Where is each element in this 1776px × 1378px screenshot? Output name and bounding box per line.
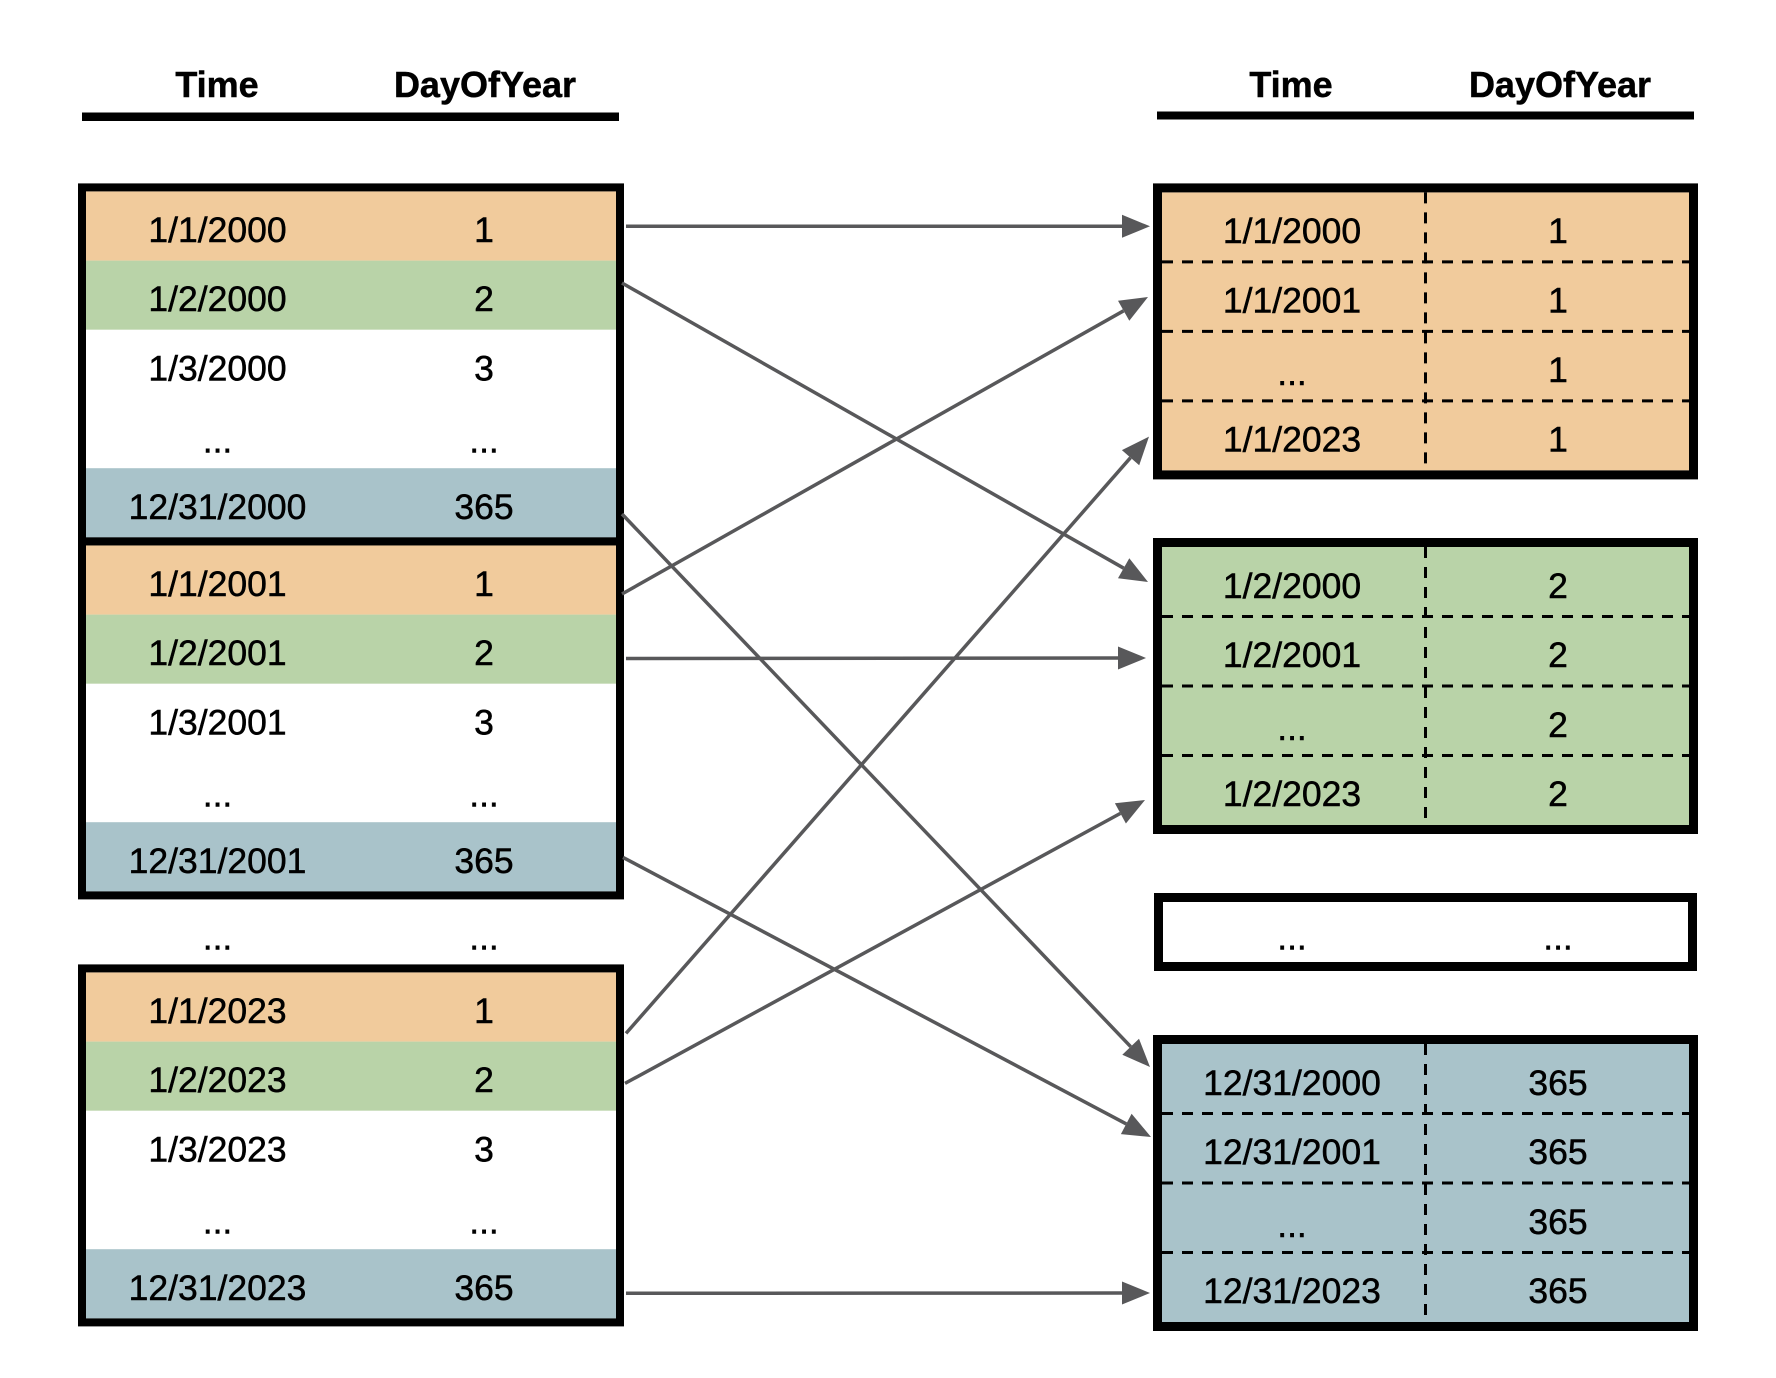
svg-text:1: 1 <box>1548 420 1568 460</box>
svg-text:12/31/2001: 12/31/2001 <box>129 841 307 881</box>
svg-text:1/3/2000: 1/3/2000 <box>148 348 286 388</box>
svg-text:1/1/2000: 1/1/2000 <box>148 210 286 250</box>
svg-text:3: 3 <box>474 702 494 742</box>
svg-text:365: 365 <box>1528 1202 1587 1242</box>
svg-text:365: 365 <box>1528 1271 1587 1311</box>
svg-text:2: 2 <box>1548 774 1568 814</box>
svg-text:1/2/2023: 1/2/2023 <box>148 1060 286 1100</box>
svg-text:1: 1 <box>1548 211 1568 251</box>
svg-text:1/1/2001: 1/1/2001 <box>1223 281 1361 321</box>
svg-text:12/31/2023: 12/31/2023 <box>1203 1271 1381 1311</box>
svg-text:365: 365 <box>454 487 513 527</box>
svg-text:3: 3 <box>474 348 494 388</box>
svg-text:1: 1 <box>474 564 494 604</box>
svg-text:Time: Time <box>1249 64 1332 105</box>
svg-text:1: 1 <box>1548 350 1568 390</box>
svg-text:...: ... <box>469 1202 499 1242</box>
svg-text:1/1/2001: 1/1/2001 <box>148 564 286 604</box>
svg-text:2: 2 <box>474 1060 494 1100</box>
svg-text:...: ... <box>203 421 233 461</box>
svg-text:...: ... <box>203 1202 233 1242</box>
svg-text:12/31/2023: 12/31/2023 <box>129 1268 307 1308</box>
svg-text:2: 2 <box>474 633 494 673</box>
svg-text:2: 2 <box>1548 635 1568 675</box>
svg-text:...: ... <box>203 775 233 815</box>
svg-text:1/2/2000: 1/2/2000 <box>148 279 286 319</box>
svg-text:...: ... <box>1277 708 1307 748</box>
svg-text:365: 365 <box>454 1268 513 1308</box>
svg-text:...: ... <box>1543 918 1573 958</box>
svg-text:365: 365 <box>454 841 513 881</box>
svg-text:...: ... <box>1277 353 1307 393</box>
svg-text:1/3/2023: 1/3/2023 <box>148 1129 286 1169</box>
svg-text:...: ... <box>469 421 499 461</box>
svg-text:DayOfYear: DayOfYear <box>1469 64 1651 105</box>
svg-text:2: 2 <box>474 279 494 319</box>
svg-text:Time: Time <box>175 64 258 105</box>
svg-text:...: ... <box>469 918 499 958</box>
svg-text:1/3/2001: 1/3/2001 <box>148 702 286 742</box>
svg-text:1/1/2023: 1/1/2023 <box>1223 420 1361 460</box>
svg-text:1: 1 <box>474 210 494 250</box>
svg-text:1/2/2000: 1/2/2000 <box>1223 566 1361 606</box>
svg-text:365: 365 <box>1528 1132 1587 1172</box>
svg-text:3: 3 <box>474 1129 494 1169</box>
svg-text:...: ... <box>203 918 233 958</box>
svg-text:...: ... <box>469 775 499 815</box>
svg-text:12/31/2000: 12/31/2000 <box>1203 1063 1381 1103</box>
svg-text:1/1/2023: 1/1/2023 <box>148 991 286 1031</box>
svg-text:1: 1 <box>1548 281 1568 321</box>
svg-text:1: 1 <box>474 991 494 1031</box>
svg-text:...: ... <box>1277 918 1307 958</box>
svg-text:1/2/2023: 1/2/2023 <box>1223 774 1361 814</box>
svg-text:2: 2 <box>1548 566 1568 606</box>
svg-text:1/1/2000: 1/1/2000 <box>1223 211 1361 251</box>
svg-text:365: 365 <box>1528 1063 1587 1103</box>
svg-text:2: 2 <box>1548 705 1568 745</box>
svg-text:DayOfYear: DayOfYear <box>394 64 576 105</box>
svg-text:1/2/2001: 1/2/2001 <box>1223 635 1361 675</box>
svg-text:1/2/2001: 1/2/2001 <box>148 633 286 673</box>
svg-text:12/31/2000: 12/31/2000 <box>129 487 307 527</box>
svg-text:12/31/2001: 12/31/2001 <box>1203 1132 1381 1172</box>
svg-text:...: ... <box>1277 1205 1307 1245</box>
